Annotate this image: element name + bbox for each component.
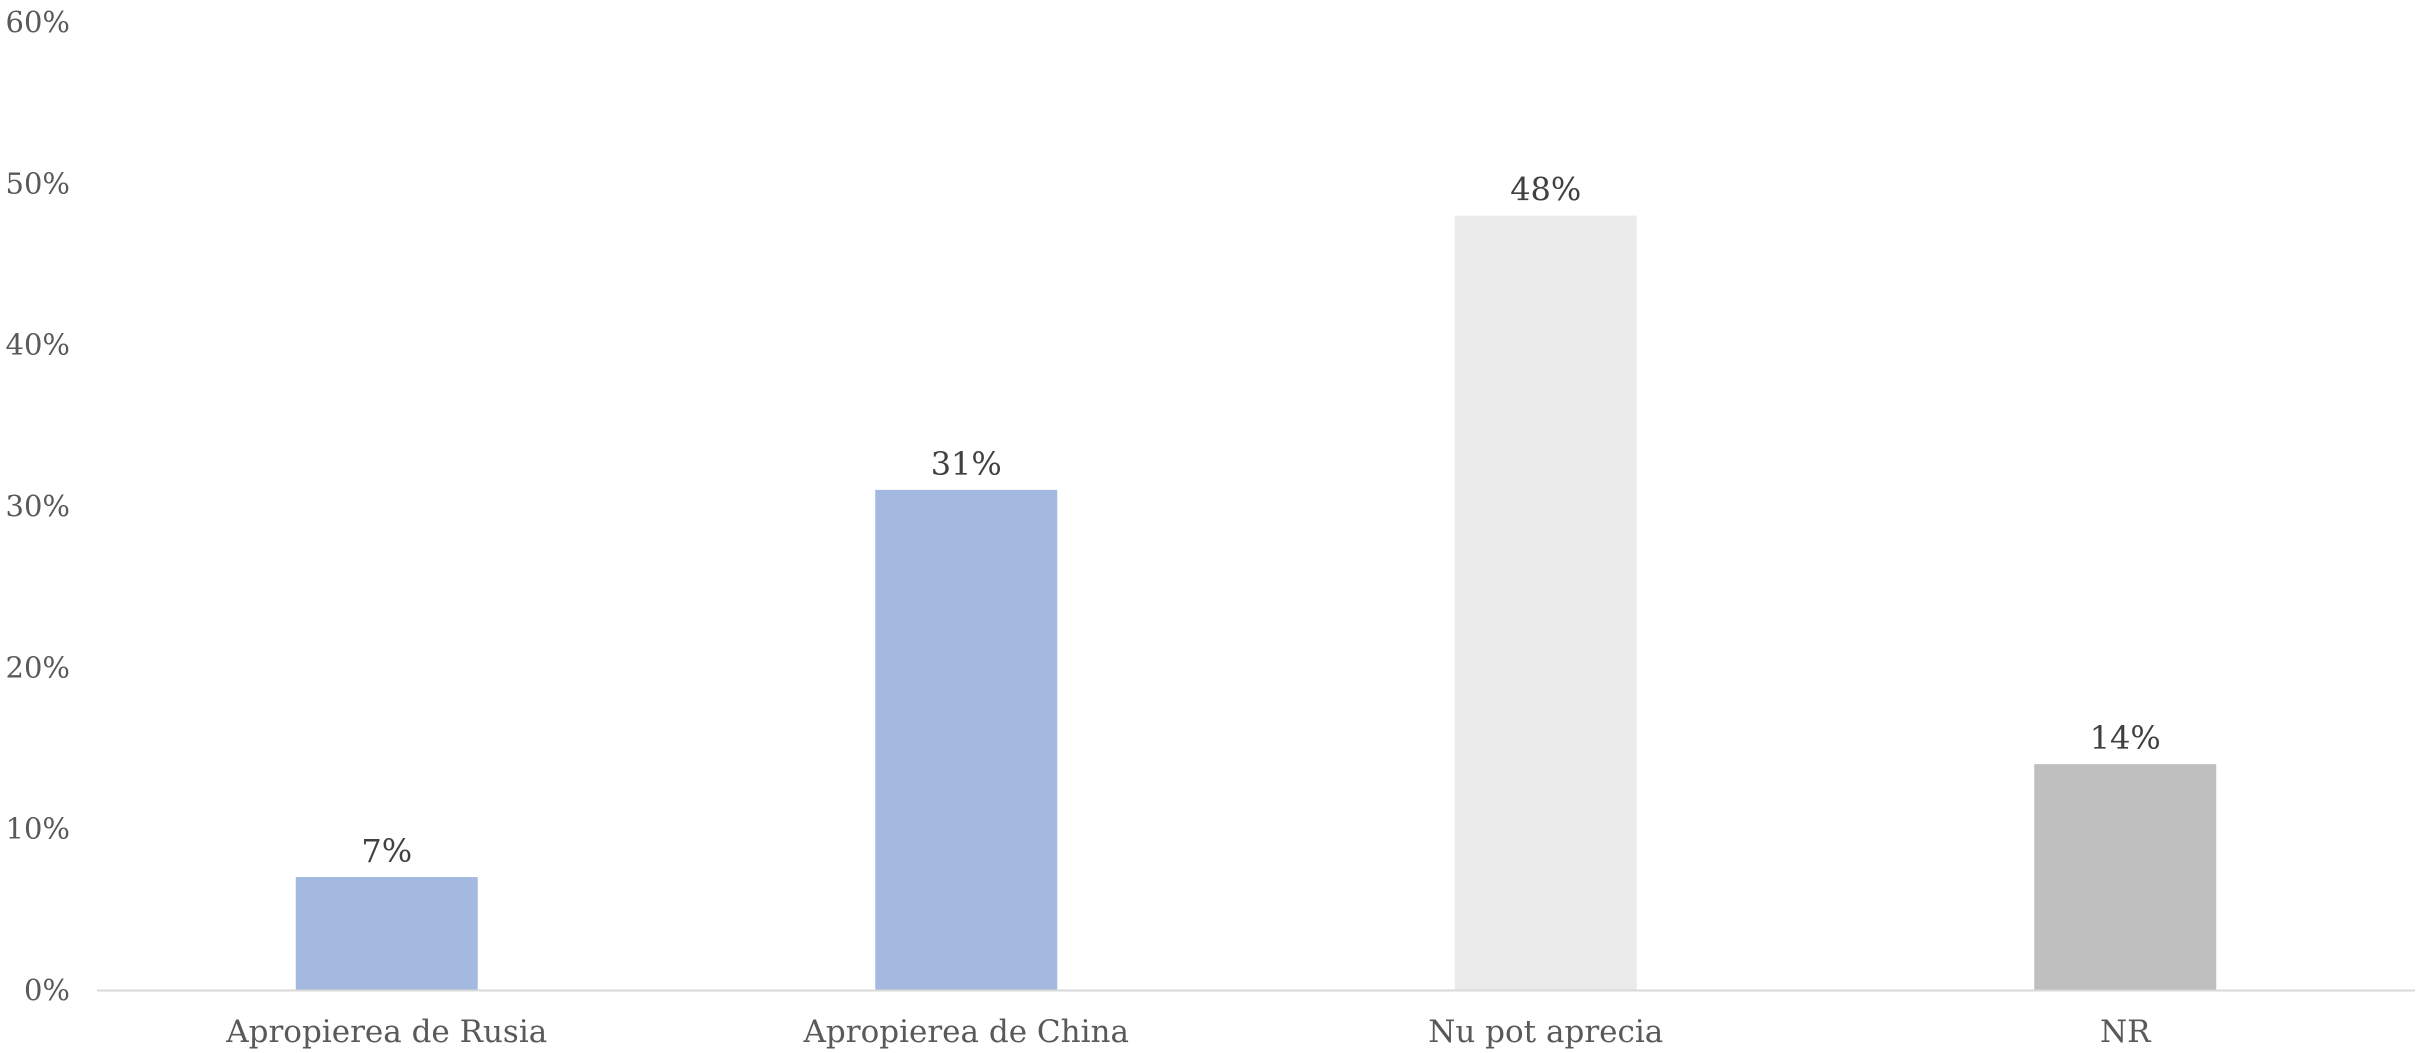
bars-group	[295, 215, 2217, 991]
bar	[1454, 215, 1637, 991]
value-labels-group: 7% 31% 48% 14%	[361, 171, 2160, 870]
y-axis-ticks: 0% 10% 20% 30% 40% 50% 60%	[6, 5, 70, 1007]
y-tick-label: 20%	[6, 650, 70, 684]
category-labels-group: Apropierea de Rusia Apropierea de China Nu…	[225, 1014, 2152, 1050]
bar-value-label: 7%	[361, 832, 412, 870]
bar	[295, 877, 478, 990]
y-tick-label: 0%	[24, 973, 70, 1007]
category-label: NR	[2100, 1014, 2152, 1050]
bar	[2034, 764, 2217, 990]
bar-value-label: 48%	[1510, 171, 1581, 209]
y-tick-label: 30%	[6, 489, 70, 523]
bar-value-label: 31%	[931, 445, 1002, 483]
category-label: Apropierea de Rusia	[225, 1014, 547, 1050]
category-label: Nu pot aprecia	[1428, 1014, 1663, 1050]
y-tick-label: 40%	[6, 328, 70, 362]
y-tick-label: 60%	[6, 5, 70, 39]
category-label: Apropierea de China	[803, 1014, 1129, 1050]
bar	[875, 489, 1058, 990]
y-tick-label: 50%	[6, 166, 70, 200]
y-tick-label: 10%	[6, 812, 70, 846]
bar-value-label: 14%	[2090, 719, 2161, 757]
